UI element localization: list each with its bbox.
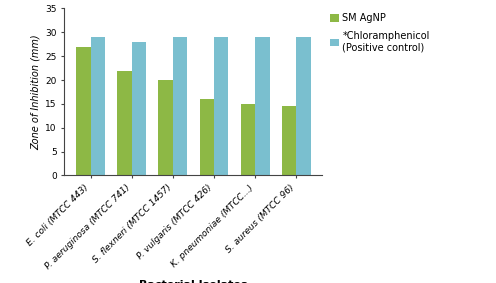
Bar xyxy=(214,37,228,175)
Legend: SM AgNP, *Chloramphenicol
(Positive control): SM AgNP, *Chloramphenicol (Positive cont… xyxy=(330,13,430,53)
Bar xyxy=(132,42,146,175)
Bar xyxy=(173,37,187,175)
Bar xyxy=(296,37,310,175)
Y-axis label: Zone of Inhibition (mm): Zone of Inhibition (mm) xyxy=(31,34,41,150)
Bar xyxy=(282,106,296,175)
Bar xyxy=(241,104,255,175)
Bar xyxy=(199,99,214,175)
Bar xyxy=(76,47,91,175)
Bar xyxy=(91,37,105,175)
Bar xyxy=(159,80,173,175)
Bar xyxy=(118,70,132,175)
X-axis label: Bacterial Isolates: Bacterial Isolates xyxy=(139,280,248,283)
Bar xyxy=(255,37,269,175)
